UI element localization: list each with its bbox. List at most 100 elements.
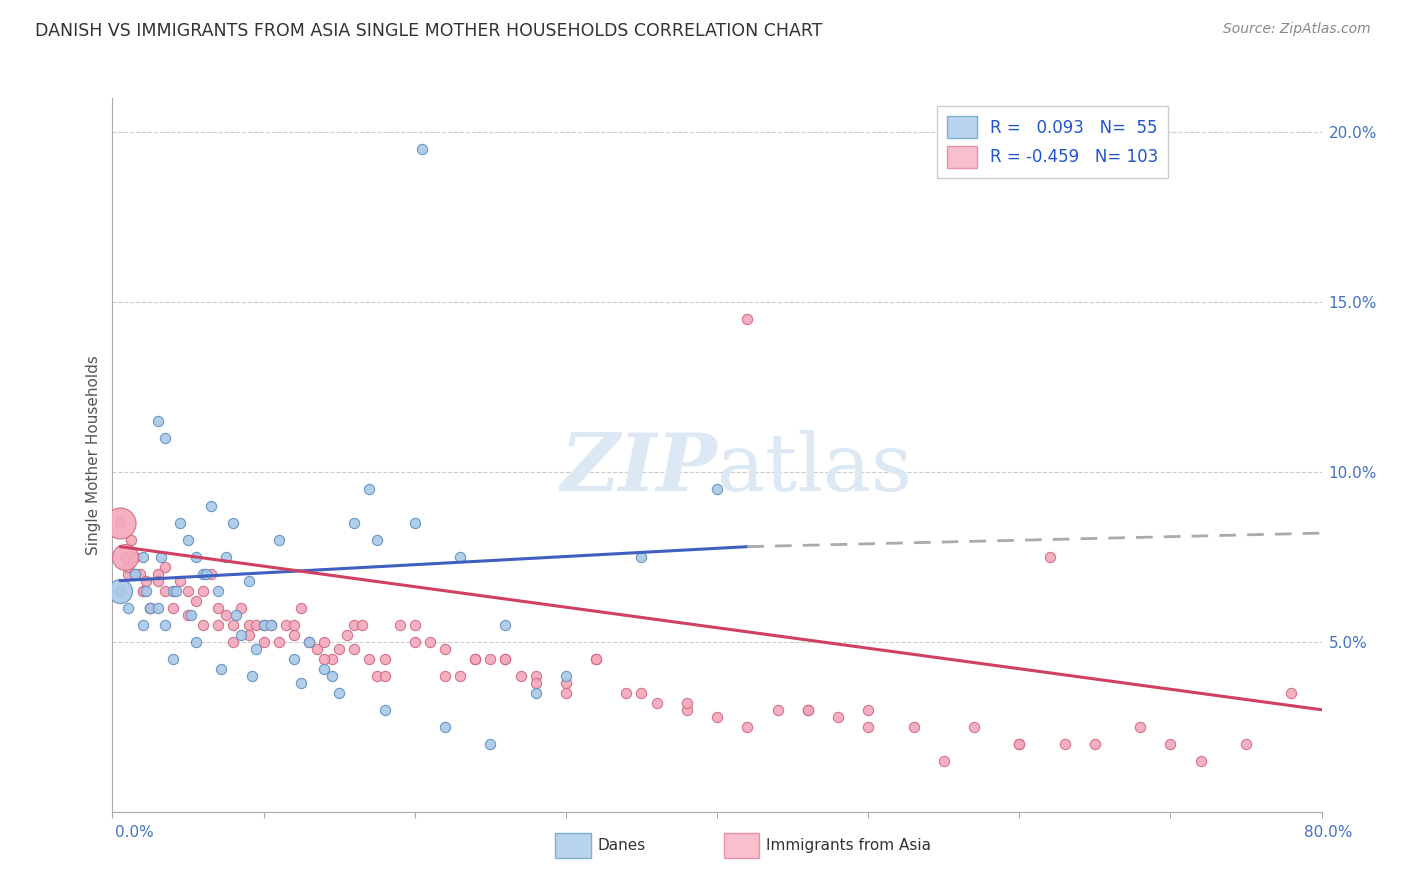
Point [114,549,136,564]
Point [207,583,229,598]
Point [554,686,576,700]
Text: Danes: Danes [598,838,645,853]
Point [374,703,396,717]
Point [554,675,576,690]
Point [1281,686,1303,700]
Point [404,635,426,649]
Point [124,566,146,581]
Point [495,617,517,632]
Text: Source: ZipAtlas.com: Source: ZipAtlas.com [1223,22,1371,37]
Point [464,652,486,666]
Point [209,662,232,676]
Point [117,600,139,615]
Point [796,703,818,717]
Point [328,641,350,656]
Point [108,583,131,598]
Point [117,560,139,574]
Point [135,574,157,588]
Point [903,720,925,734]
Point [858,703,880,717]
Point [128,566,150,581]
Point [585,652,607,666]
Point [165,583,187,598]
Point [222,635,245,649]
Point [290,600,312,615]
Point [359,482,381,496]
Point [253,617,276,632]
Point [276,617,298,632]
Point [706,482,728,496]
Point [479,652,502,666]
Point [321,669,343,683]
Point [676,696,699,710]
Point [336,628,359,642]
Point [495,652,517,666]
Point [449,549,471,564]
Point [132,583,155,598]
Point [464,652,486,666]
Point [404,617,426,632]
Point [374,652,396,666]
Point [343,641,366,656]
Point [238,574,260,588]
Point [630,686,652,700]
Point [146,600,169,615]
Point [114,549,136,564]
Point [283,617,305,632]
Point [796,703,818,717]
Point [240,669,263,683]
Point [366,533,388,547]
Point [139,600,162,615]
Point [343,617,366,632]
Point [245,617,267,632]
Point [434,669,457,683]
Point [305,641,328,656]
Point [766,703,789,717]
Point [350,617,373,632]
Point [215,549,238,564]
Point [616,686,638,700]
Point [132,549,155,564]
Point [419,635,441,649]
Point [229,600,252,615]
Point [388,617,411,632]
Y-axis label: Single Mother Households: Single Mother Households [86,355,101,555]
Text: atlas: atlas [717,430,912,508]
Point [676,703,699,717]
Point [290,675,312,690]
Point [200,566,222,581]
Point [191,617,215,632]
Point [155,431,177,445]
Point [207,600,229,615]
Point [180,607,202,622]
Point [585,652,607,666]
Point [155,560,177,574]
Point [283,628,305,642]
Point [132,583,155,598]
Point [108,516,131,530]
Point [162,652,184,666]
Point [283,652,305,666]
Point [827,709,849,723]
Point [1189,754,1212,768]
Point [314,635,336,649]
Point [1053,737,1076,751]
Point [858,720,880,734]
Point [260,617,283,632]
Point [245,641,267,656]
Point [932,754,955,768]
Point [162,583,184,598]
Point [404,516,426,530]
Point [554,669,576,683]
Point [343,516,366,530]
Point [411,142,433,156]
Point [314,652,336,666]
Point [321,652,343,666]
Text: ZIP: ZIP [560,431,717,508]
Point [359,652,381,666]
Point [298,635,321,649]
Point [1008,737,1031,751]
Point [200,499,222,513]
Legend: R =   0.093   N=  55, R = -0.459   N= 103: R = 0.093 N= 55, R = -0.459 N= 103 [936,106,1168,178]
Point [524,669,547,683]
